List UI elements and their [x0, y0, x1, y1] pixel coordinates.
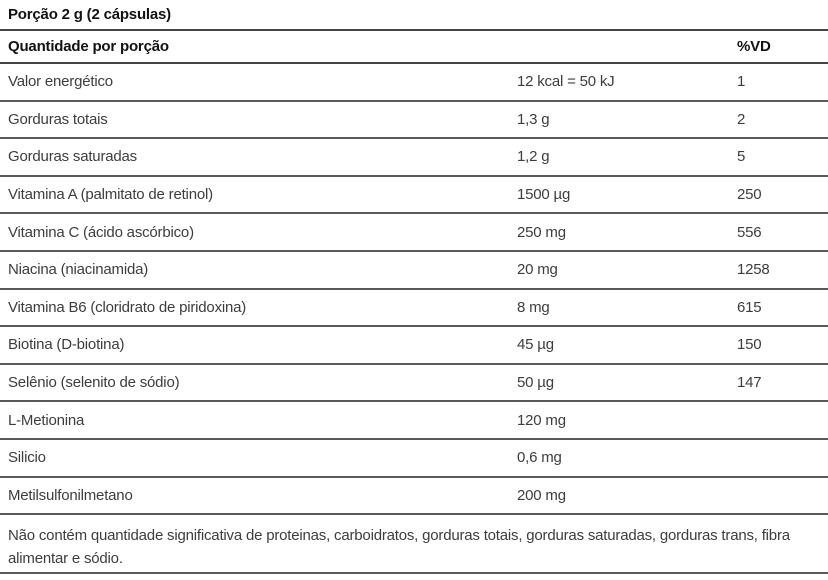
nutrient-label: Gorduras saturadas: [8, 148, 137, 166]
nutrient-amount: 20 mg: [517, 261, 558, 279]
nutrient-label: Vitamina C (ácido ascórbico): [8, 223, 194, 241]
table-row: L-Metionina 120 mg: [0, 402, 828, 440]
table-row: Gorduras saturadas 1,2 g 5: [0, 139, 828, 177]
nutrient-label: Silicio: [8, 449, 46, 467]
table-row: Valor energético 12 kcal = 50 kJ 1: [0, 64, 828, 102]
nutrient-dv: 250: [737, 186, 762, 204]
nutrient-label: Valor energético: [8, 73, 113, 91]
nutrient-label: Vitamina A (palmitato de retinol): [8, 186, 213, 204]
nutrient-dv: 1: [737, 73, 746, 91]
table-row: Gorduras totais 1,3 g 2: [0, 102, 828, 140]
nutrient-label: Biotina (D-biotina): [8, 336, 125, 354]
column-header-row: Quantidade por porção %VD: [0, 31, 828, 64]
nutrient-amount: 1,2 g: [517, 148, 550, 166]
nutrient-amount: 45 µg: [517, 336, 554, 354]
table-row: Biotina (D-biotina) 45 µg 150: [0, 327, 828, 365]
table-row: Silicio 0,6 mg: [0, 440, 828, 478]
nutrient-label: Gorduras totais: [8, 110, 108, 128]
table-row: Niacina (niacinamida) 20 mg 1258: [0, 252, 828, 290]
nutrient-label: Niacina (niacinamida): [8, 261, 149, 279]
nutrient-dv: 150: [737, 336, 762, 354]
nutrient-amount: 1,3 g: [517, 110, 550, 128]
table-row: Vitamina A (palmitato de retinol) 1500 µ…: [0, 177, 828, 215]
nutrient-amount: 50 µg: [517, 374, 554, 392]
nutrient-label: Selênio (selenito de sódio): [8, 374, 180, 392]
nutrient-dv: 2: [737, 110, 746, 128]
table-body: Valor energético 12 kcal = 50 kJ 1 Gordu…: [0, 64, 828, 516]
nutrient-amount: 0,6 mg: [517, 449, 562, 467]
serving-size-row: Porção 2 g (2 cápsulas): [0, 0, 828, 31]
dv-column-header: %VD: [737, 38, 771, 55]
nutrient-label: L-Metionina: [8, 411, 85, 429]
nutrient-dv: 5: [737, 148, 746, 166]
nutrient-amount: 1500 µg: [517, 186, 571, 204]
nutrient-label: Vitamina B6 (cloridrato de piridoxina): [8, 298, 247, 316]
nutrient-dv: 147: [737, 374, 762, 392]
table-row: Vitamina B6 (cloridrato de piridoxina) 8…: [0, 290, 828, 328]
nutrient-amount: 120 mg: [517, 411, 566, 429]
quantity-column-header: Quantidade por porção: [8, 38, 169, 55]
nutrient-amount: 250 mg: [517, 223, 566, 241]
nutrient-dv: 615: [737, 298, 762, 316]
serving-size-label: Porção 2 g (2 cápsulas): [8, 6, 171, 23]
table-row: Selênio (selenito de sódio) 50 µg 147: [0, 365, 828, 403]
nutrient-label: Metilsulfonilmetano: [8, 486, 133, 504]
table-row: Metilsulfonilmetano 200 mg: [0, 478, 828, 516]
nutrient-amount: 8 mg: [517, 298, 550, 316]
footnote: Não contém quantidade significativa de p…: [0, 515, 828, 575]
table-row: Vitamina C (ácido ascórbico) 250 mg 556: [0, 214, 828, 252]
nutrient-dv: 556: [737, 223, 762, 241]
nutrient-amount: 12 kcal = 50 kJ: [517, 73, 615, 91]
nutrient-dv: 1258: [737, 261, 770, 279]
nutrient-amount: 200 mg: [517, 486, 566, 504]
